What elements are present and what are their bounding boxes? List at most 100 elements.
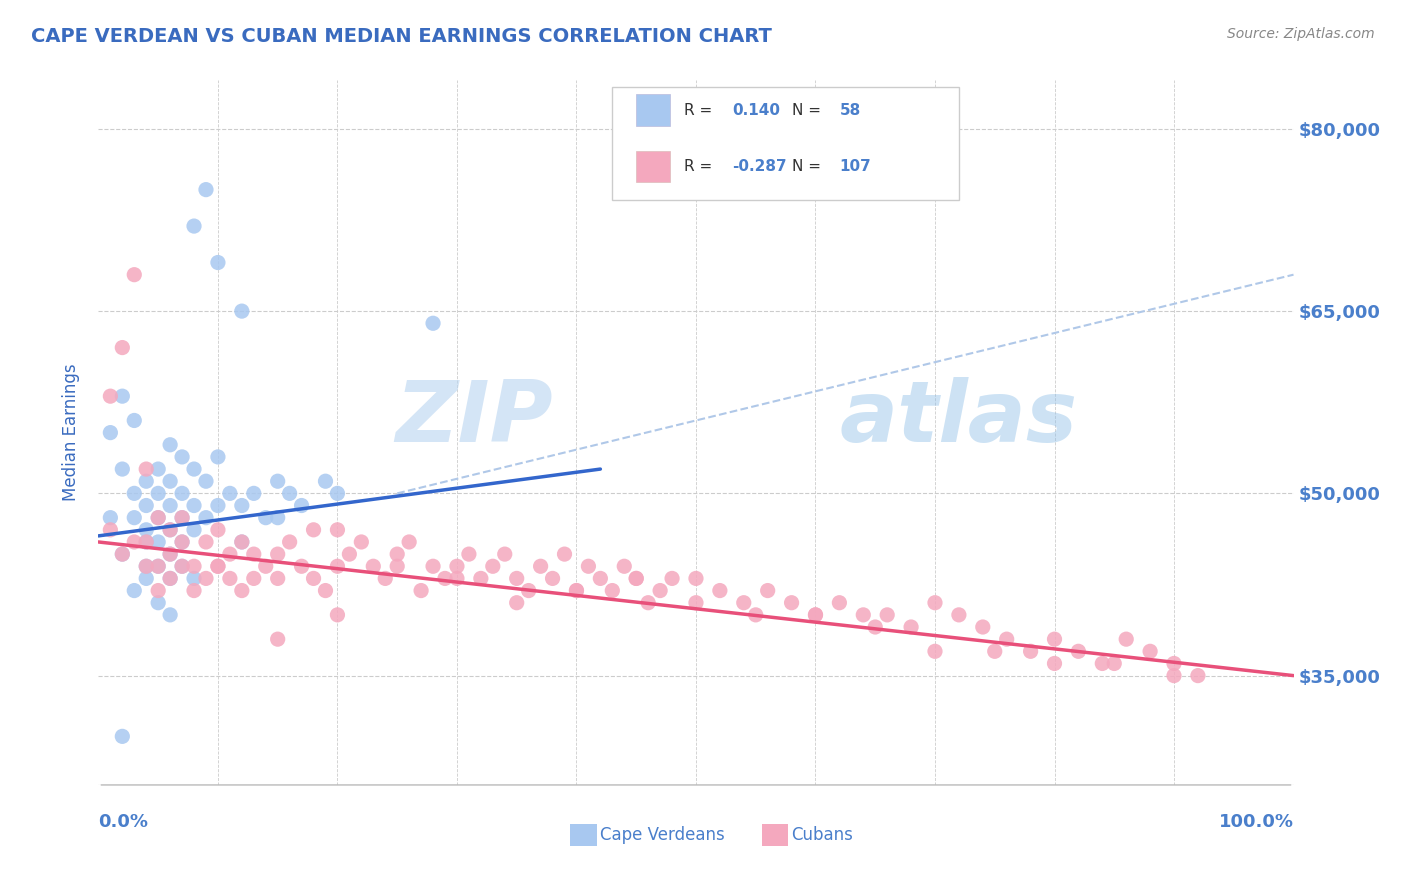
Point — [159, 571, 181, 585]
Point — [135, 571, 157, 585]
Point — [374, 571, 396, 585]
Point — [111, 462, 134, 476]
Text: CAPE VERDEAN VS CUBAN MEDIAN EARNINGS CORRELATION CHART: CAPE VERDEAN VS CUBAN MEDIAN EARNINGS CO… — [31, 27, 772, 45]
Point — [207, 255, 229, 269]
Point — [231, 535, 253, 549]
Point — [159, 474, 181, 488]
Point — [506, 596, 529, 610]
Point — [1104, 657, 1126, 671]
Point — [183, 583, 205, 598]
Point — [494, 547, 516, 561]
Point — [267, 474, 290, 488]
Point — [756, 583, 779, 598]
Point — [207, 523, 229, 537]
Point — [98, 510, 122, 524]
Point — [243, 571, 266, 585]
Point — [159, 547, 181, 561]
Point — [948, 607, 970, 622]
Point — [243, 547, 266, 561]
Point — [148, 583, 170, 598]
Point — [398, 535, 420, 549]
Point — [709, 583, 731, 598]
Point — [350, 535, 373, 549]
Point — [626, 571, 648, 585]
Point — [124, 413, 146, 427]
Point — [481, 559, 505, 574]
Bar — [637, 151, 669, 183]
Point — [554, 547, 576, 561]
Point — [302, 523, 325, 537]
Point — [207, 559, 229, 574]
Point — [172, 510, 194, 524]
Point — [1115, 632, 1137, 647]
Point — [291, 559, 314, 574]
Point — [446, 571, 468, 585]
Point — [159, 571, 181, 585]
Point — [315, 474, 337, 488]
Point — [159, 607, 181, 622]
Text: R =: R = — [685, 159, 717, 174]
Text: ZIP: ZIP — [395, 377, 553, 460]
Point — [124, 268, 146, 282]
Point — [648, 583, 672, 598]
Point — [172, 510, 194, 524]
Point — [124, 510, 146, 524]
Point — [159, 547, 181, 561]
Point — [172, 450, 194, 464]
Text: Cubans: Cubans — [792, 826, 853, 844]
Text: 107: 107 — [839, 159, 872, 174]
Bar — [762, 823, 787, 847]
Point — [172, 486, 194, 500]
Point — [148, 559, 170, 574]
Point — [780, 596, 803, 610]
Point — [207, 450, 229, 464]
Point — [602, 583, 624, 598]
Point — [530, 559, 553, 574]
Point — [326, 486, 349, 500]
Point — [98, 389, 122, 403]
Point — [326, 607, 349, 622]
Point — [231, 583, 253, 598]
Point — [745, 607, 768, 622]
Point — [111, 547, 134, 561]
Point — [183, 523, 205, 537]
Point — [183, 559, 205, 574]
Point — [626, 571, 648, 585]
Point — [243, 486, 266, 500]
Point — [195, 474, 218, 488]
Point — [1067, 644, 1090, 658]
Point — [148, 462, 170, 476]
Point — [804, 607, 827, 622]
Point — [135, 523, 157, 537]
Point — [685, 571, 707, 585]
Point — [148, 510, 170, 524]
Bar — [637, 95, 669, 126]
Point — [422, 316, 444, 330]
Bar — [571, 823, 596, 847]
Point — [124, 486, 146, 500]
Point — [124, 583, 146, 598]
Point — [458, 547, 481, 561]
Point — [267, 571, 290, 585]
Point — [924, 596, 946, 610]
Point — [517, 583, 540, 598]
Point — [159, 499, 181, 513]
Point — [924, 644, 946, 658]
Point — [195, 535, 218, 549]
Point — [219, 547, 242, 561]
Point — [315, 583, 337, 598]
Point — [111, 389, 134, 403]
Point — [183, 462, 205, 476]
Point — [183, 219, 205, 233]
Point — [876, 607, 898, 622]
Point — [267, 632, 290, 647]
Point — [159, 523, 181, 537]
Point — [135, 559, 157, 574]
Text: Cape Verdeans: Cape Verdeans — [600, 826, 725, 844]
Point — [900, 620, 922, 634]
Point — [1187, 668, 1209, 682]
Point — [183, 499, 205, 513]
Point — [1019, 644, 1042, 658]
Point — [172, 535, 194, 549]
Point — [565, 583, 588, 598]
